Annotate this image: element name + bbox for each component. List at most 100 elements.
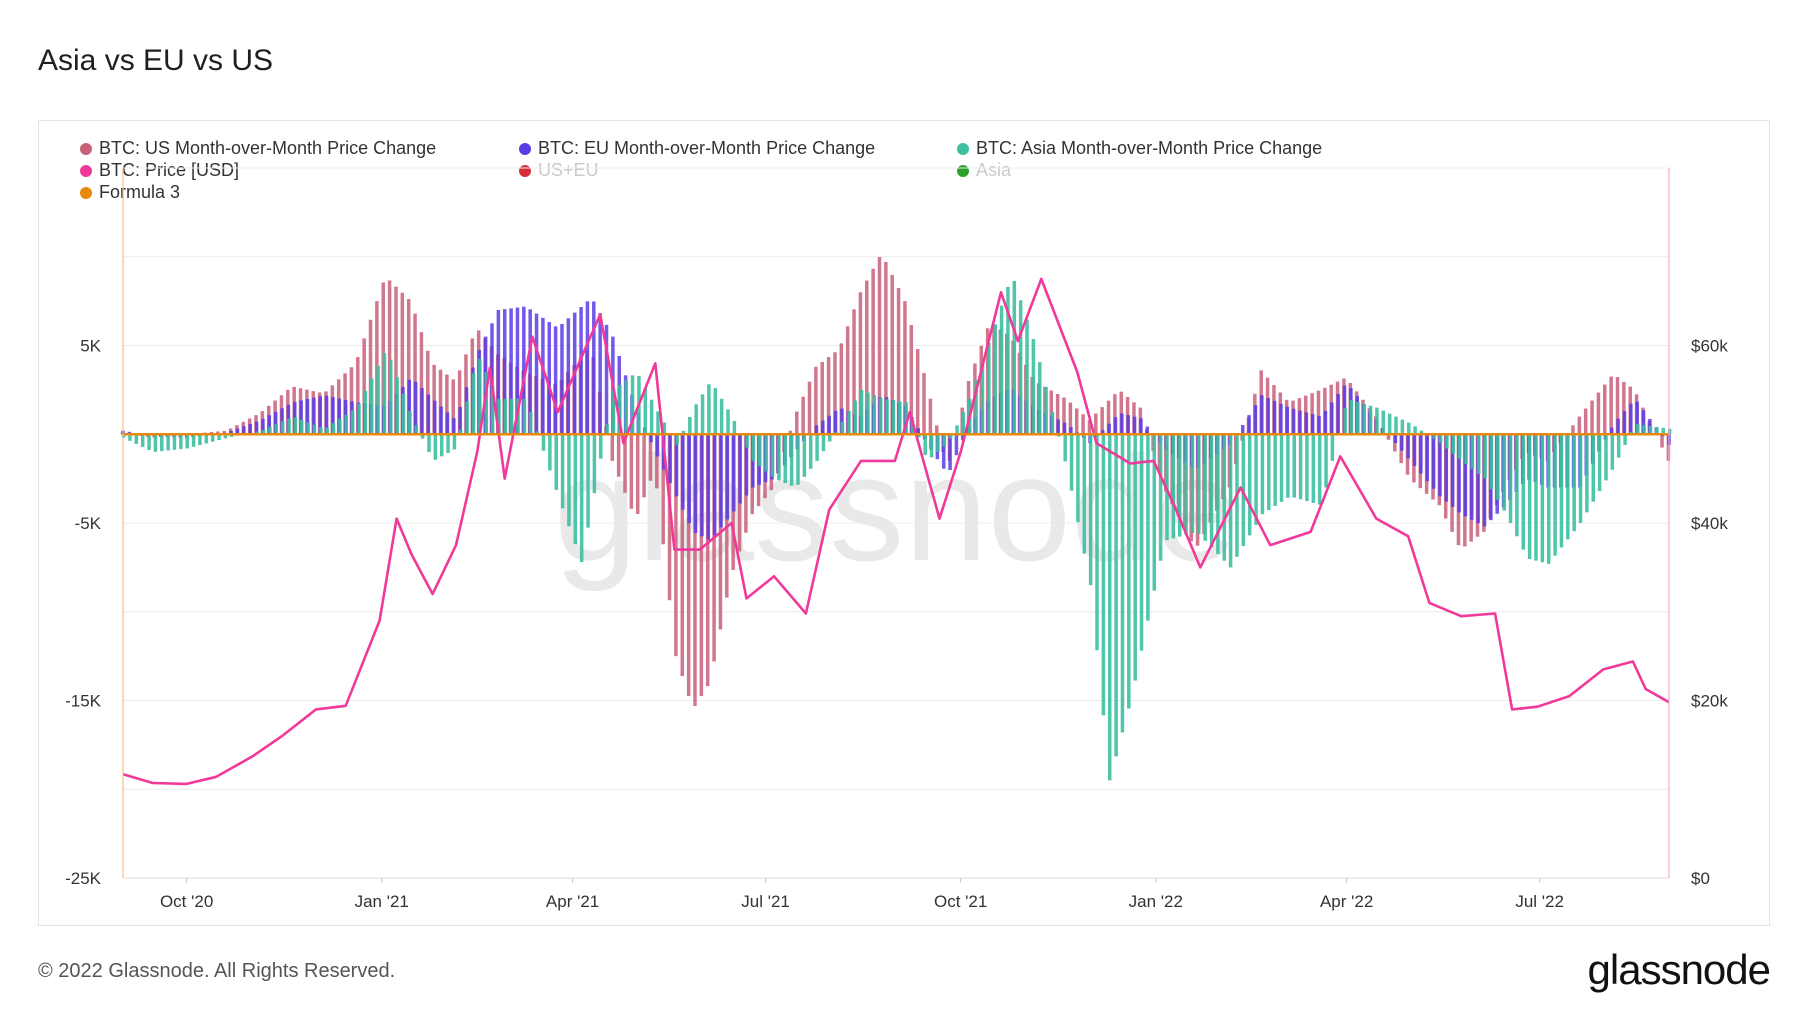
bar-eu xyxy=(1298,410,1302,435)
bar-eu xyxy=(1310,414,1315,435)
bar-eu xyxy=(821,420,825,435)
bar-asia xyxy=(452,434,457,450)
bar-asia xyxy=(1400,419,1405,435)
bar-asia xyxy=(1076,434,1080,523)
bar-eu xyxy=(655,434,660,457)
bar-asia xyxy=(713,388,718,435)
legend-dot-icon xyxy=(80,186,92,199)
bar-us xyxy=(1571,425,1575,435)
legend-item-us[interactable]: BTC: US Month-over-Month Price Change xyxy=(80,138,436,159)
bar-asia xyxy=(611,389,616,435)
bar-eu xyxy=(254,421,259,435)
x-tick-label: Apr '21 xyxy=(546,892,599,911)
bar-eu xyxy=(1641,410,1646,435)
legend-item-formula-3[interactable]: Formula 3 xyxy=(80,182,180,203)
bar-asia xyxy=(1496,434,1500,500)
bar-us xyxy=(928,398,933,435)
bar-eu xyxy=(534,313,539,435)
bar-us xyxy=(387,280,392,435)
bar-asia xyxy=(993,324,997,435)
bar-eu xyxy=(725,434,730,520)
bar-eu xyxy=(242,426,246,435)
bar-asia xyxy=(1591,434,1596,502)
bar-asia xyxy=(172,434,177,450)
bar-asia xyxy=(185,434,189,449)
bar-asia xyxy=(910,419,915,435)
bar-asia xyxy=(1184,434,1188,535)
bar-eu xyxy=(1406,434,1410,459)
bar-eu xyxy=(566,318,571,435)
bar-asia xyxy=(1330,434,1335,461)
bar-asia xyxy=(1451,434,1456,454)
bar-asia xyxy=(1655,426,1659,435)
bar-eu xyxy=(439,406,443,435)
bar-eu xyxy=(1126,415,1130,435)
bar-asia xyxy=(592,434,597,494)
bar-asia xyxy=(1464,434,1468,465)
bar-us xyxy=(1310,393,1314,435)
bar-eu xyxy=(1132,416,1137,435)
legend-label: BTC: Price [USD] xyxy=(99,160,240,180)
bar-asia xyxy=(1209,434,1214,548)
bar-eu xyxy=(693,434,698,533)
bar-asia xyxy=(420,434,425,439)
bar-us xyxy=(693,434,697,707)
bar-asia xyxy=(662,422,667,435)
bar-asia xyxy=(707,384,711,435)
bar-asia xyxy=(840,421,845,435)
bar-asia xyxy=(331,423,336,435)
bar-eu xyxy=(1400,434,1404,451)
bar-asia xyxy=(974,380,978,435)
bar-us xyxy=(1596,392,1601,435)
bar-eu xyxy=(744,434,749,496)
bar-asia xyxy=(465,401,469,435)
bar-asia xyxy=(459,429,463,435)
bar-asia xyxy=(866,392,870,435)
y-right-tick-label: $40k xyxy=(1691,514,1728,533)
bar-asia xyxy=(694,404,698,435)
bar-asia xyxy=(1133,434,1137,681)
bar-asia xyxy=(160,434,164,452)
bar-eu xyxy=(420,388,424,435)
bar-asia xyxy=(726,409,730,435)
bar-eu xyxy=(738,434,742,504)
bar-eu xyxy=(1266,398,1270,435)
bar-asia xyxy=(1476,434,1481,474)
bar-asia xyxy=(1018,300,1023,435)
bar-asia xyxy=(1279,434,1284,502)
bar-eu xyxy=(407,379,412,435)
bar-us xyxy=(890,274,894,435)
bar-asia xyxy=(1604,434,1608,481)
bar-eu xyxy=(649,434,653,443)
bar-asia xyxy=(1127,434,1131,709)
bar-asia xyxy=(853,400,857,435)
bar-eu xyxy=(954,434,959,456)
bar-eu xyxy=(1431,434,1436,489)
bar-asia xyxy=(1120,434,1125,733)
bar-asia xyxy=(1394,416,1398,435)
bar-us xyxy=(1386,434,1391,440)
bar-asia xyxy=(1489,434,1494,490)
bar-asia xyxy=(198,434,202,446)
bar-us xyxy=(1094,413,1098,435)
bar-asia xyxy=(497,398,501,435)
bar-us xyxy=(852,309,856,435)
bar-asia xyxy=(802,434,807,477)
bar-asia xyxy=(1661,427,1665,435)
bar-asia xyxy=(1228,434,1233,568)
legend-item-price[interactable]: BTC: Price [USD] xyxy=(80,160,239,181)
bar-us xyxy=(845,326,850,435)
legend-item-asia[interactable]: BTC: Asia Month-over-Month Price Change xyxy=(957,138,1322,159)
bar-asia xyxy=(179,434,183,450)
bar-asia xyxy=(1368,405,1373,435)
bar-us xyxy=(801,396,805,435)
bar-asia xyxy=(936,434,940,452)
bar-eu xyxy=(1470,434,1474,520)
bar-asia xyxy=(471,373,476,435)
bar-eu xyxy=(432,400,437,435)
bar-asia xyxy=(153,434,158,452)
bar-eu xyxy=(1323,410,1328,435)
bar-asia xyxy=(649,399,654,435)
bar-us xyxy=(915,349,920,435)
legend-item-eu[interactable]: BTC: EU Month-over-Month Price Change xyxy=(519,138,875,159)
